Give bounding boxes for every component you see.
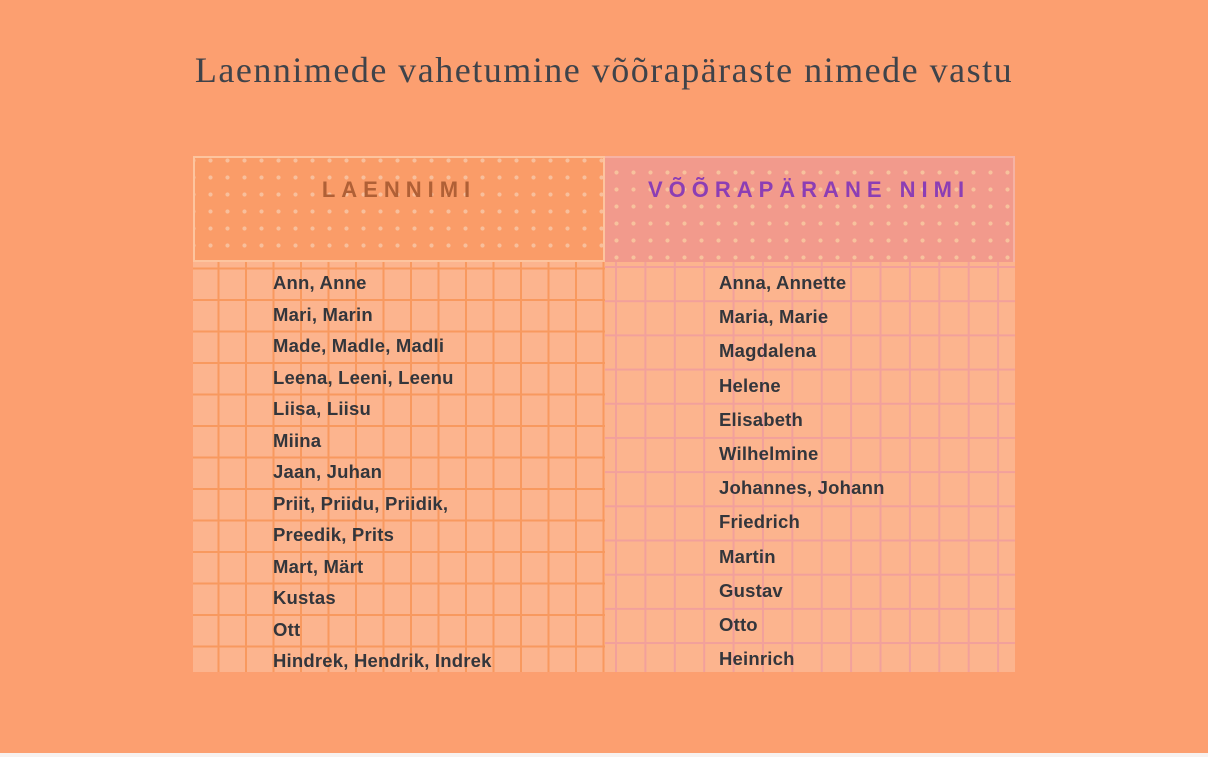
table-row: Magdalena <box>719 340 817 362</box>
table-row: Gustav <box>719 579 783 601</box>
column-header-laennimi: LAENNIMI <box>193 156 605 262</box>
column-header-label: LAENNIMI <box>321 177 477 202</box>
table-row: Liisa, Liisu <box>273 398 372 419</box>
column-body-laennimi: Ann, Anne Mari, Marin Made, Madle, Madli Le… <box>193 262 605 672</box>
column-header-voorapaerane-nimi: VÕÕRAPÄRANE NIMI <box>605 156 1015 262</box>
table-row: Friedrich <box>719 511 800 533</box>
table-row: Kustas <box>273 587 336 608</box>
table-row: Preedik, Prits <box>273 524 395 545</box>
column-voorapaerane-nimi: VÕÕRAPÄRANE NIMI Anna, Annette Maria, Mar… <box>605 156 1015 672</box>
column-body-voorapaerane-nimi: Anna, Annette Maria, Marie Magdalena Helene… <box>605 262 1015 672</box>
table-row: Helene <box>719 374 781 396</box>
table-row: Hindrek, Hendrik, Indrek <box>273 650 492 671</box>
table-row: Mari, Marin <box>273 303 373 325</box>
column-laennimi: LAENNIMI Ann, Anne Mari, Marin Made, Madle… <box>193 156 605 672</box>
bottom-strip <box>0 753 1208 757</box>
table-row: Mart, Märt <box>273 555 364 577</box>
table-row: Elisabeth <box>719 408 804 430</box>
column-header-label: VÕÕRAPÄRANE NIMI <box>647 177 971 202</box>
names-table: LAENNIMI Ann, Anne Mari, Marin Made, Madle… <box>193 156 1015 672</box>
table-row: Otto <box>719 614 758 636</box>
table-row: Miina <box>273 429 322 451</box>
table-row: Ann, Anne <box>273 272 367 293</box>
table-row: Wilhelmine <box>719 443 819 465</box>
table-row: Priit, Priidu, Priidik, <box>273 492 449 514</box>
table-row: Jaan, Juhan <box>273 461 383 482</box>
table-row: Martin <box>719 545 776 567</box>
page-title: Laennimede vahetumine võõrapäraste nimed… <box>194 50 1014 90</box>
table-row: Maria, Marie <box>719 306 829 328</box>
table-row: Leena, Leeni, Leenu <box>273 366 454 388</box>
table-row: Johannes, Johann <box>719 477 885 499</box>
table-row: Heinrich <box>719 648 795 670</box>
table-row: Ott <box>273 618 301 640</box>
table-row: Made, Madle, Madli <box>273 335 445 356</box>
table-row: Anna, Annette <box>719 272 847 293</box>
